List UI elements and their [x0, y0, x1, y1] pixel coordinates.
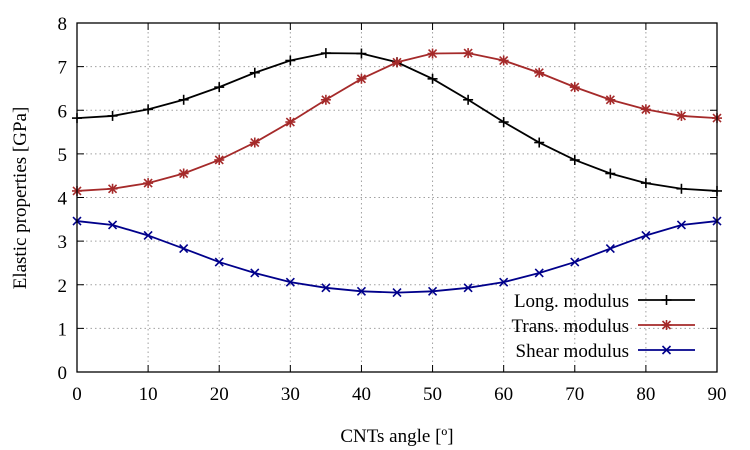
x-tick-label: 80 [636, 384, 655, 405]
x-tick-label: 60 [494, 384, 513, 405]
legend-label: Trans. modulus [511, 316, 629, 337]
x-tick-label: 10 [139, 384, 158, 405]
data-point-long-modulus [427, 73, 438, 84]
data-point-trans-modulus [427, 48, 438, 59]
series-layer [72, 48, 722, 298]
data-point-long-modulus [534, 137, 545, 148]
legend-label: Shear modulus [516, 341, 629, 362]
data-point-long-modulus [605, 168, 616, 179]
data-point-shear-modulus [285, 277, 295, 287]
x-tick-label: 50 [423, 384, 442, 405]
data-point-trans-modulus [605, 94, 616, 105]
ticks: 0 10 20 30 40 50 60 70 80 90 0 1 2 3 4 5 6 7 8 [58, 14, 727, 405]
x-tick-label: 90 [708, 384, 727, 405]
y-tick-label: 8 [58, 14, 68, 35]
data-point-trans-modulus [569, 82, 580, 93]
data-point-shear-modulus [321, 283, 331, 293]
y-tick-label: 1 [58, 319, 68, 340]
data-point-trans-modulus [356, 73, 367, 84]
y-tick-label: 6 [58, 101, 68, 122]
data-point-long-modulus [143, 104, 154, 115]
data-point-trans-modulus [640, 104, 651, 115]
legend-label: Long. modulus [514, 291, 629, 312]
x-tick-label: 30 [281, 384, 300, 405]
series-trans-modulus [72, 48, 722, 196]
data-point-long-modulus [285, 55, 296, 66]
data-point-long-modulus [569, 154, 580, 165]
x-tick-label: 20 [210, 384, 229, 405]
x-tick-label: 0 [72, 384, 82, 405]
data-point-trans-modulus [320, 94, 331, 105]
legend-item-trans-modulus: Trans. modulus [511, 316, 695, 337]
data-point-long-modulus [356, 48, 367, 59]
y-tick-label: 4 [58, 189, 68, 210]
data-point-shear-modulus [179, 243, 189, 254]
data-point-long-modulus [249, 67, 260, 78]
data-point-shear-modulus [570, 257, 580, 267]
legend-marker [661, 345, 672, 355]
data-point-long-modulus [640, 178, 651, 189]
data-point-shear-modulus [534, 268, 544, 278]
data-point-shear-modulus [107, 220, 118, 230]
data-point-long-modulus [107, 110, 118, 121]
y-tick-label: 0 [58, 363, 68, 384]
y-tick-label: 3 [58, 232, 68, 253]
data-point-shear-modulus [392, 288, 402, 298]
series-line-long-modulus [76, 52, 718, 192]
x-axis-title: CNTs angle [º] [340, 426, 453, 447]
legend-marker [661, 295, 672, 305]
x-tick-label: 40 [352, 384, 371, 405]
data-point-long-modulus [498, 117, 509, 128]
data-point-shear-modulus [214, 257, 224, 267]
series-shear-modulus [72, 216, 722, 298]
data-point-trans-modulus [285, 117, 296, 128]
data-point-shear-modulus [143, 230, 153, 241]
y-tick-label: 2 [58, 276, 68, 297]
data-point-shear-modulus [356, 286, 367, 296]
data-point-trans-modulus [534, 67, 545, 78]
data-point-shear-modulus [641, 230, 651, 241]
y-tick-label: 5 [58, 145, 68, 166]
data-point-trans-modulus [498, 55, 509, 66]
y-tick-label: 7 [58, 58, 68, 79]
data-point-shear-modulus [463, 283, 473, 293]
data-point-shear-modulus [605, 243, 615, 254]
data-point-shear-modulus [427, 286, 438, 296]
data-point-shear-modulus [499, 277, 509, 287]
data-point-trans-modulus [676, 110, 687, 121]
data-point-trans-modulus [249, 137, 260, 148]
legend-marker [661, 320, 672, 330]
data-point-trans-modulus [143, 178, 154, 189]
legend: Long. modulus Trans. modulus Shear modulus [511, 291, 695, 362]
data-point-long-modulus [178, 94, 189, 105]
series-line-shear-modulus [76, 220, 718, 294]
legend-item-shear-modulus: Shear modulus [516, 341, 695, 362]
data-point-long-modulus [463, 94, 474, 105]
data-point-trans-modulus [463, 48, 474, 59]
data-point-trans-modulus [178, 168, 189, 179]
series-long-modulus [72, 48, 722, 196]
data-point-shear-modulus [250, 268, 260, 278]
data-point-trans-modulus [392, 57, 402, 68]
data-point-long-modulus [320, 48, 331, 59]
data-point-shear-modulus [676, 220, 687, 230]
data-point-trans-modulus [107, 183, 118, 194]
data-point-trans-modulus [214, 154, 225, 165]
data-point-long-modulus [676, 183, 687, 194]
x-tick-label: 70 [565, 384, 584, 405]
legend-item-long-modulus: Long. modulus [514, 291, 695, 312]
y-axis-title: Elastic properties [GPa] [10, 107, 31, 290]
series-line-trans-modulus [76, 52, 718, 192]
data-point-long-modulus [214, 82, 225, 93]
